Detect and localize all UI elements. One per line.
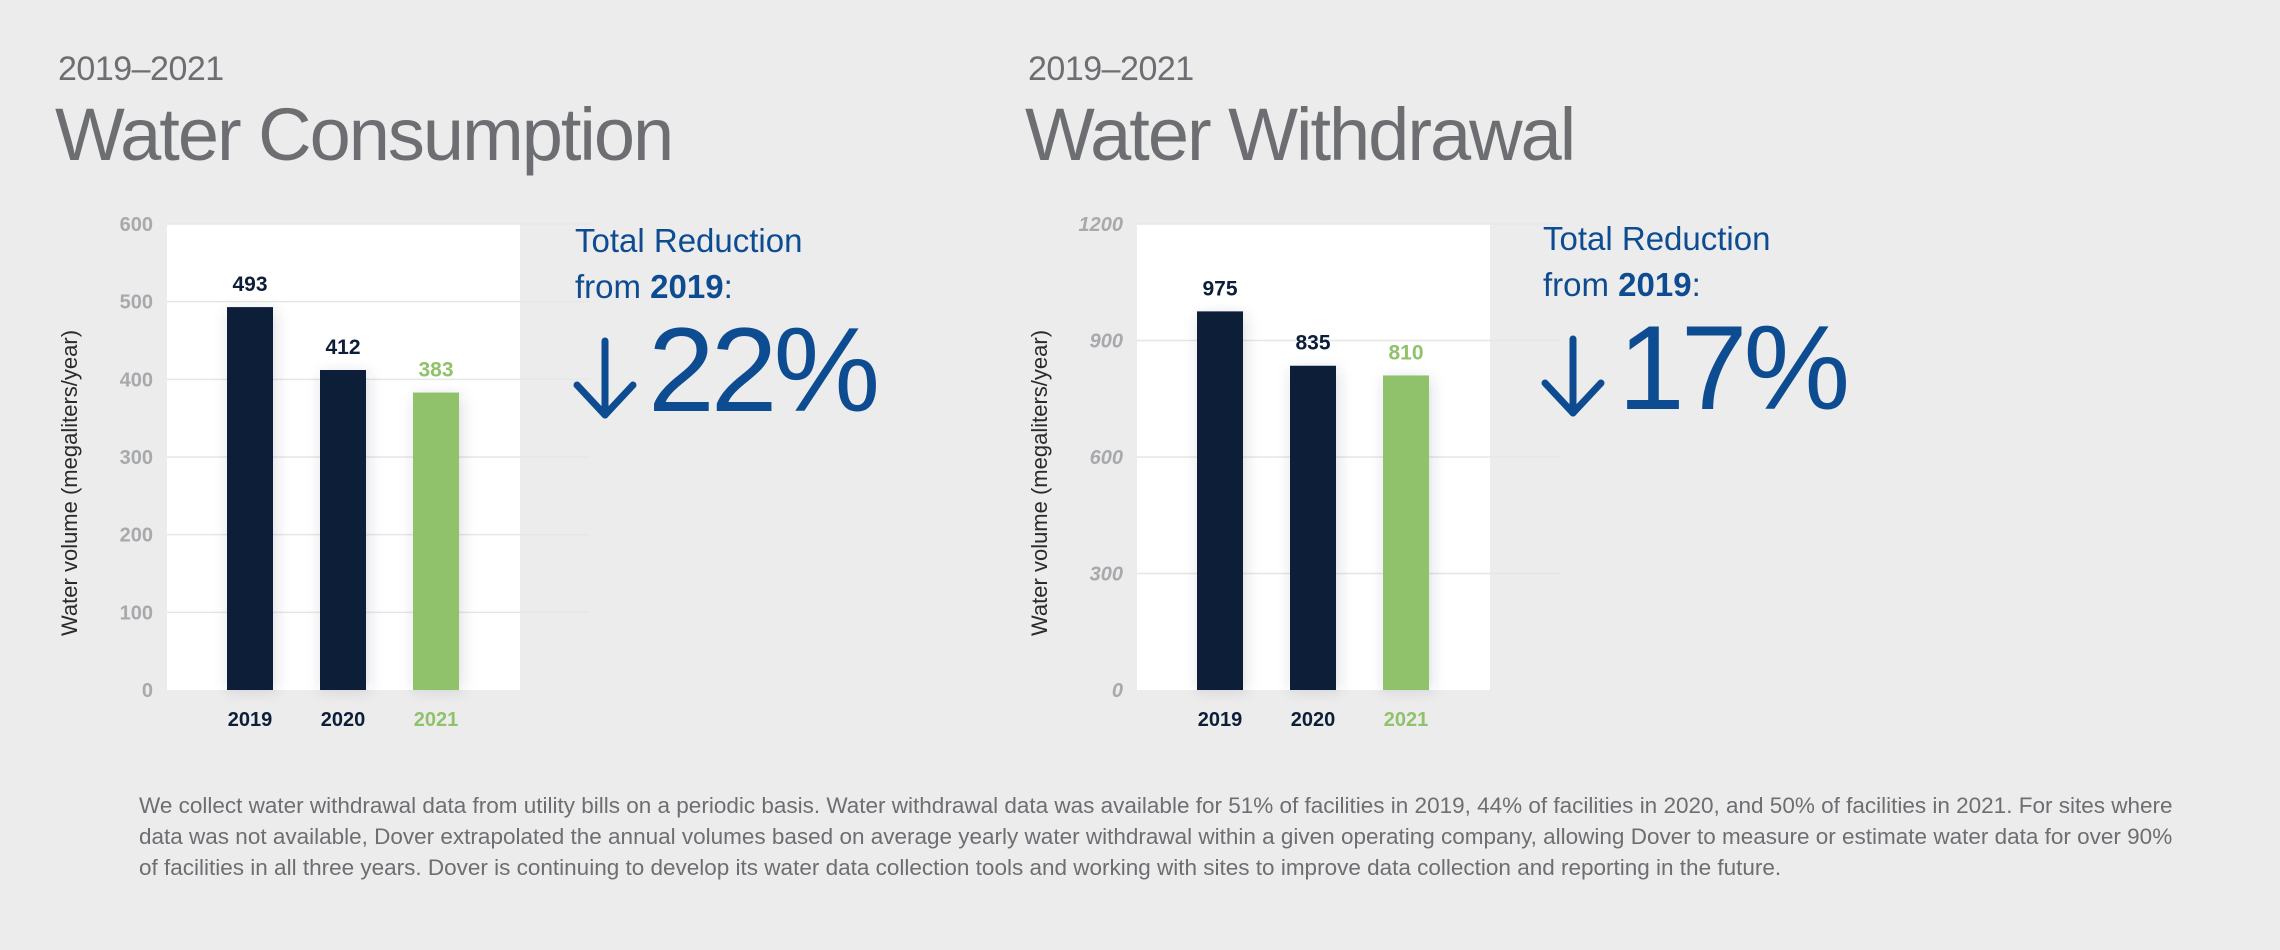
reduction-colon: : [723,268,733,305]
reduction-base-year: 2019 [650,268,724,305]
panel-years: 2019–2021 [58,50,224,88]
reduction-percentage: 17% [1618,301,1850,435]
panel-years: 2019–2021 [1028,50,1194,88]
reduction-from-text: from [575,268,651,305]
x-tick-label: 2020 [1291,709,1336,731]
arrow-down-icon [1541,335,1605,417]
y-tick-label: 600 [1090,447,1123,469]
x-tick-label: 2021 [414,709,459,731]
data-label: 810 [1388,341,1423,364]
arrow-down-icon [573,337,637,419]
data-label: 493 [232,273,267,296]
bar [227,307,273,690]
y-tick-label: 300 [1090,564,1123,586]
total-reduction-line1: Total Reduction [575,222,803,259]
footnote-text: We collect water withdrawal data from ut… [139,793,2173,880]
data-label: 975 [1202,277,1237,300]
y-tick-label: 0 [1112,680,1123,702]
water-withdrawal-panel: 2019–2021 Water Withdrawal 0 300 600 900 120… [970,0,1930,760]
bar [1290,365,1336,690]
water-consumption-panel: 2019–2021 Water Consumption 0 100 200 300 40… [0,0,960,760]
total-reduction-label: Total Reduction from 2019: [1543,216,1770,308]
bar [1197,311,1243,690]
x-tick-label: 2020 [321,709,366,731]
data-label: 835 [1295,332,1330,355]
x-tick-label: 2021 [1384,709,1429,731]
y-tick-label: 100 [120,602,153,624]
data-label: 412 [325,336,360,359]
y-tick-label: 200 [120,525,153,547]
withdrawal-bar-chart: 0 300 600 900 1200 Water volume (megaliters/y… [1027,214,1560,731]
y-tick-label: 400 [120,369,153,391]
reduction-from-text: from [1543,266,1619,303]
y-tick-label: 500 [120,292,153,314]
total-reduction-line2: from 2019: [575,264,802,310]
x-tick-label: 2019 [1198,709,1243,731]
reduction-base-year: 2019 [1618,266,1692,303]
x-tick-label: 2019 [228,709,273,731]
data-label: 383 [418,359,453,382]
panel-title: Water Withdrawal [1025,93,1576,176]
total-reduction-label: Total Reduction from 2019: [575,218,802,310]
y-tick-label: 600 [120,214,153,236]
y-tick-label: 300 [120,447,153,469]
y-axis-label: Water volume (megaliters/year) [1027,330,1052,636]
panel-title: Water Consumption [55,93,674,176]
bar [1383,375,1429,690]
consumption-bar-chart: 0 100 200 300 400 500 600 Water volume (megalit… [57,214,590,731]
y-tick-label: 1200 [1079,214,1124,236]
y-tick-label: 900 [1090,331,1123,353]
total-reduction-line2: from 2019: [1543,262,1770,308]
bar [320,370,366,690]
y-axis-label: Water volume (megaliters/year) [57,330,82,636]
reduction-colon: : [1691,266,1701,303]
y-tick-label: 0 [142,680,153,702]
total-reduction-line1: Total Reduction [1543,220,1771,257]
reduction-percentage: 22% [648,303,880,437]
bar [413,392,459,690]
